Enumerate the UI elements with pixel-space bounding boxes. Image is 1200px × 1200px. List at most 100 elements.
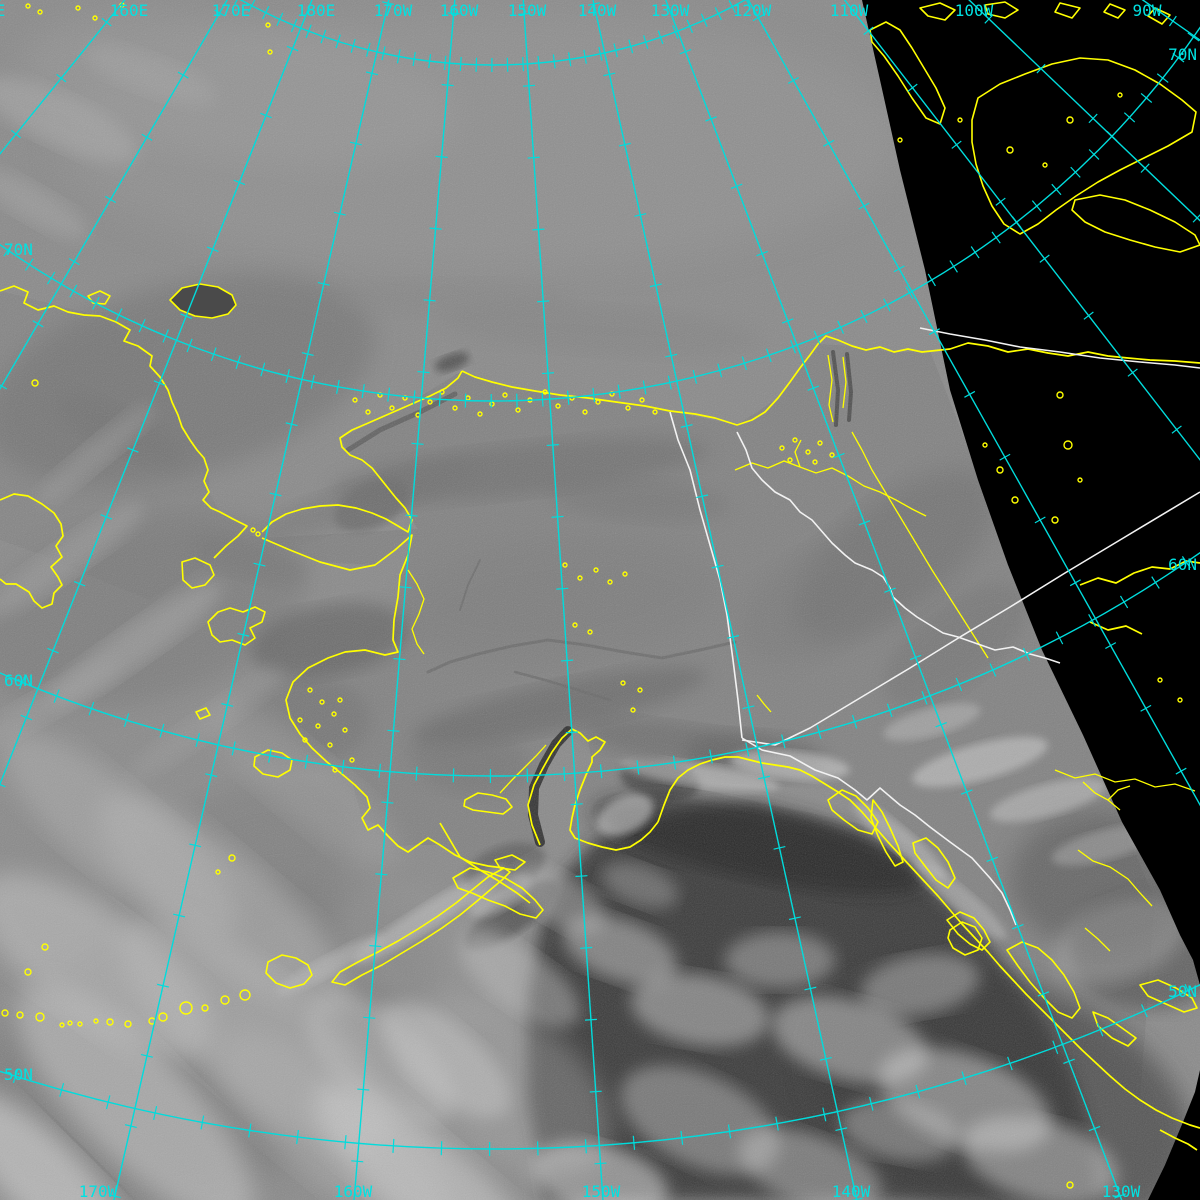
parallel-tick [628, 39, 634, 54]
lake-dot [297, 717, 303, 723]
parallel-tick [296, 1130, 299, 1145]
meridian-tick [522, 84, 535, 87]
lake-dot [1042, 162, 1048, 168]
meridian-tick [206, 246, 219, 253]
porcupine-branch [794, 439, 802, 468]
parallel-tick [927, 273, 936, 287]
lake-dot [349, 757, 355, 763]
meridian-tick [580, 946, 593, 949]
meridian-tick [986, 856, 999, 863]
meridian-tick [833, 452, 845, 459]
parallel-tick [195, 733, 200, 747]
melville-islet-1 [919, 2, 956, 21]
lake-dot [577, 575, 583, 581]
chukotka-lagoon [169, 283, 237, 319]
lake-dot [124, 1020, 132, 1028]
lake-dot [1117, 92, 1123, 98]
parallel-tick [617, 384, 621, 399]
graticule-label: 70N [1168, 45, 1197, 64]
parallel-tick [741, 356, 748, 371]
meridian-tick [1140, 704, 1152, 712]
meridian-tick [527, 156, 540, 159]
meridian-tick [301, 352, 314, 356]
unimak-island [265, 954, 313, 989]
graticule-label: 140W [832, 1182, 871, 1200]
afognak-island [494, 854, 526, 871]
parallel-tick [955, 677, 963, 692]
meridian-tick [173, 913, 186, 918]
se-outer-islands [1139, 979, 1198, 1013]
lake-dot [897, 137, 903, 143]
lake-dot [779, 445, 785, 451]
parallel-tick [632, 1135, 636, 1150]
parallel-tick [1007, 1056, 1013, 1071]
meridian-tick [127, 447, 139, 453]
parallel-tick [344, 1135, 347, 1150]
parallel-tick [59, 1083, 65, 1097]
meridian-tick [32, 320, 44, 328]
lake-dot [342, 727, 348, 733]
nodata-layer [862, 0, 1200, 1200]
parallel-tick [361, 384, 365, 399]
parallel-tick [247, 0, 256, 13]
graticule-label: 160W [334, 1182, 373, 1200]
cook-inlet-kenai-coast [527, 728, 659, 851]
parallel-tick [714, 7, 722, 21]
parallel-tick [667, 375, 672, 390]
lake-dot [595, 399, 601, 405]
lake-dot [250, 527, 256, 533]
bc-river-2 [1077, 849, 1153, 907]
lake-dot [31, 379, 39, 387]
meridian-tick [1063, 1058, 1075, 1064]
lake-dot [1177, 697, 1183, 703]
meridian-tick [1127, 368, 1138, 377]
parallel-tick [905, 286, 914, 300]
lake-dot [215, 869, 221, 875]
lake-dot [24, 968, 32, 976]
lake-dot [620, 680, 626, 686]
meridian-tick [773, 846, 786, 850]
meridian-tick [858, 520, 871, 526]
corner-nodata-wedge [1148, 1070, 1200, 1200]
parallel-tick [392, 1138, 395, 1153]
parallel-tick [672, 25, 679, 39]
lake-dot [502, 392, 508, 398]
parallel-tick [672, 755, 677, 770]
great-slave-shore [1079, 560, 1200, 586]
mackenzie-river [851, 431, 989, 659]
parallel-tick [25, 258, 34, 271]
parallel-tick [320, 29, 327, 44]
lake-dot [622, 571, 628, 577]
lake-dot [16, 1011, 24, 1019]
meridian-140W [592, 0, 858, 1200]
graticule-label: 150W [582, 1182, 621, 1200]
meridian-tick [575, 875, 588, 878]
lake-dot [817, 440, 823, 446]
parallel-tick [537, 55, 540, 71]
bc-yukon-60n-border [741, 491, 1200, 746]
parallel-tick [335, 34, 341, 49]
lake-dot [609, 391, 615, 397]
graticule-label: 160E [110, 1, 149, 20]
meridian-tick [851, 1197, 863, 1200]
parallel-tick [775, 1116, 779, 1131]
meridian-tick [189, 843, 202, 848]
meridian-tick [141, 133, 153, 141]
pws-gulf-coast [657, 756, 1200, 1129]
parallel-tick [46, 271, 56, 285]
dall-island-chain [1092, 1011, 1137, 1047]
graticule-label: 110W [830, 1, 869, 20]
parallel-tick [1140, 92, 1153, 103]
parallel-tick [692, 369, 698, 384]
parallel-tick [813, 330, 821, 345]
graticule-label: 170W [79, 1182, 118, 1200]
alaska-peninsula [331, 867, 511, 986]
meridian-tick [387, 729, 400, 732]
graticule-label: 120W [733, 1, 772, 20]
meridian-tick [369, 944, 382, 948]
lake-dot [607, 579, 613, 585]
lake-dot [637, 687, 643, 693]
meridian-tick [68, 258, 80, 266]
meridian-tick [964, 390, 976, 398]
meridian-tick [1140, 163, 1150, 173]
